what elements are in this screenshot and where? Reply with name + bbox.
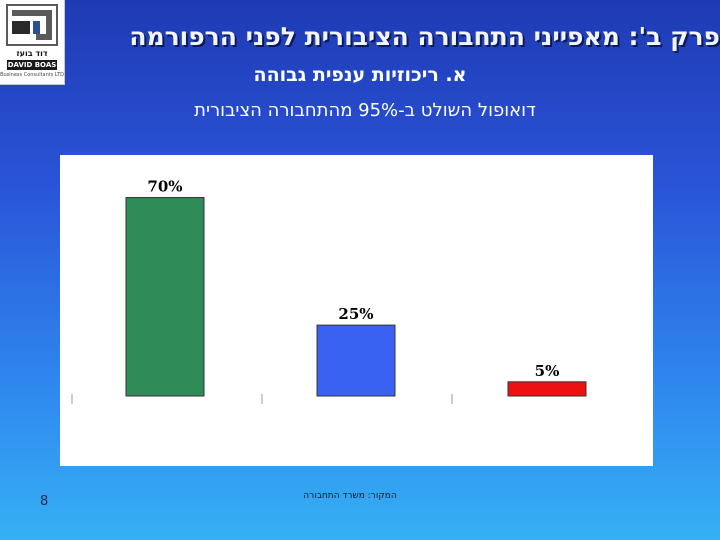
data-label-3: 5%	[535, 362, 560, 380]
slide-title: פרק ב': מאפייני התחבורה הציבורית לפני הר…	[129, 22, 720, 51]
chart-panel: 70% 25% 5%	[60, 155, 653, 466]
company-logo: דוד בועז DAVID BOAS Business Consultants…	[0, 0, 65, 85]
data-label-1: 70%	[147, 178, 182, 196]
bar-2	[316, 324, 396, 397]
source-note: המקור: משרד התחבורה	[303, 491, 397, 501]
page-number: 8	[40, 494, 49, 509]
logo-mark-icon	[6, 4, 58, 46]
slide-lead-text: דואופול השולט ב-95% מהתחבורה הציבורית	[194, 100, 536, 121]
data-label-2: 25%	[338, 305, 373, 323]
bar-3	[507, 381, 587, 397]
logo-english-name: DAVID BOAS	[7, 60, 57, 70]
bar-1	[125, 197, 205, 397]
bar-chart: 70% 25% 5%	[71, 178, 587, 404]
logo-subtext: Business Consultants LTD	[0, 72, 64, 78]
logo-hebrew-name: דוד בועז	[16, 49, 48, 58]
slide-subtitle: א. ריכוזיות ענפית גבוהה	[253, 64, 467, 86]
